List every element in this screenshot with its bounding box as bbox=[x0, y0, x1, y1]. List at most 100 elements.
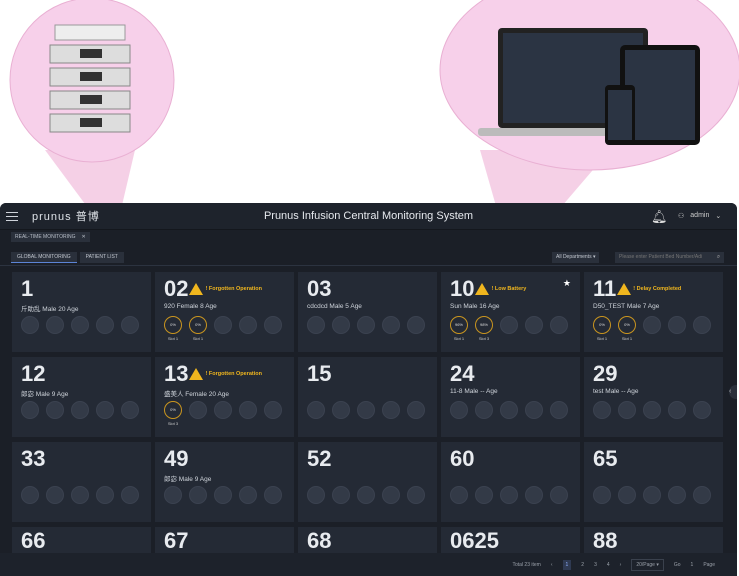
empty-slot-circle bbox=[332, 486, 350, 504]
bed-card[interactable]: 0625 bbox=[441, 527, 580, 553]
bed-card[interactable]: 60 bbox=[441, 442, 580, 522]
empty-slot-circle bbox=[550, 401, 568, 419]
pump-slots bbox=[593, 486, 714, 504]
bed-card[interactable]: 66 bbox=[12, 527, 151, 553]
warning-icon bbox=[189, 283, 204, 295]
goto-page-input[interactable]: 1 bbox=[690, 561, 694, 568]
tab-global-monitoring[interactable]: GLOBAL MONITORING bbox=[11, 252, 77, 263]
search-icon[interactable]: ⌕ bbox=[713, 252, 724, 263]
close-icon[interactable]: ✕ bbox=[81, 234, 86, 240]
pump-slot-empty bbox=[96, 486, 114, 504]
page-size-select[interactable]: 20/Page ▾ bbox=[631, 558, 664, 571]
pump-slots: 96% Slot 1 98% Slot 3 bbox=[450, 316, 571, 341]
pump-slot-active[interactable]: 0% Slot 1 bbox=[189, 316, 207, 341]
pump-slot-empty bbox=[550, 401, 568, 419]
patient-search-input[interactable] bbox=[615, 252, 713, 263]
bed-number: 24 bbox=[450, 361, 475, 386]
empty-slot-circle bbox=[643, 486, 661, 504]
infusion-pump-stack-image bbox=[49, 24, 131, 133]
bed-card[interactable]: 67 bbox=[155, 527, 294, 553]
tab-patient-list[interactable]: PATIENT LIST bbox=[79, 252, 124, 263]
slot-label: Slot 1 bbox=[167, 336, 179, 341]
bed-card[interactable]: 49 郎宓 Male 9 Age bbox=[155, 442, 294, 522]
pump-slot-active[interactable]: 98% Slot 3 bbox=[475, 316, 493, 341]
bed-number: 02 bbox=[164, 276, 189, 301]
empty-slot-circle bbox=[550, 316, 568, 334]
hamburger-menu-icon[interactable] bbox=[6, 211, 18, 221]
pump-slot-active[interactable]: 0% Slot 1 bbox=[593, 316, 611, 341]
patient-info bbox=[307, 388, 428, 397]
pump-slot-active[interactable]: 0% Slot 3 bbox=[164, 401, 182, 426]
collapse-panel-handle[interactable]: ‹ bbox=[729, 385, 737, 399]
empty-slot-circle bbox=[500, 486, 518, 504]
next-page-button[interactable]: › bbox=[619, 561, 622, 568]
bed-card[interactable]: 29 test Male -- Age bbox=[584, 357, 723, 437]
pump-slot-active[interactable]: 0% Slot 1 bbox=[618, 316, 636, 341]
bed-number: 33 bbox=[21, 446, 46, 471]
bed-card[interactable]: 13 ! Forgotten Operation 盛美人 Female 20 Age… bbox=[155, 357, 294, 437]
department-select[interactable]: All Departments ▾ bbox=[552, 252, 600, 263]
pump-slot-active[interactable]: 96% Slot 1 bbox=[450, 316, 468, 341]
empty-slot-circle bbox=[264, 401, 282, 419]
bed-card[interactable]: 24 11-8 Male -- Age bbox=[441, 357, 580, 437]
patient-info bbox=[593, 473, 714, 482]
slot-label: Slot 3 bbox=[478, 336, 490, 341]
bed-card[interactable]: 33 bbox=[12, 442, 151, 522]
bed-card[interactable]: 52 bbox=[298, 442, 437, 522]
pump-slot-empty bbox=[618, 486, 636, 504]
pump-progress-ring: 0% bbox=[593, 316, 611, 334]
bed-card[interactable]: 11 ! Delay Completed D50_TEST Male 7 Age 0%… bbox=[584, 272, 723, 352]
empty-slot-circle bbox=[593, 401, 611, 419]
empty-slot-circle bbox=[668, 316, 686, 334]
bed-card[interactable]: 15 bbox=[298, 357, 437, 437]
empty-slot-circle bbox=[189, 401, 207, 419]
page-2[interactable]: 2 bbox=[581, 561, 585, 568]
empty-slot-circle bbox=[593, 486, 611, 504]
bed-card[interactable]: 03 cdcdcd Male 5 Age bbox=[298, 272, 437, 352]
bed-card[interactable]: 88 bbox=[584, 527, 723, 553]
empty-slot-circle bbox=[239, 316, 257, 334]
prev-page-button[interactable]: ‹ bbox=[550, 561, 553, 568]
pump-slot-empty bbox=[96, 401, 114, 419]
page-label: Page bbox=[703, 561, 715, 568]
empty-slot-circle bbox=[643, 401, 661, 419]
warning-icon bbox=[617, 283, 632, 295]
pump-slot-empty bbox=[239, 316, 257, 341]
callout-cone-left bbox=[45, 150, 135, 215]
bed-card[interactable]: 10 ! Low Battery ★ Sun Male 16 Age 96% Slot 1… bbox=[441, 272, 580, 352]
pump-slots: 0% Slot 3 bbox=[164, 401, 285, 426]
pump-slot-empty bbox=[643, 316, 661, 341]
bed-card[interactable]: 68 bbox=[298, 527, 437, 553]
total-count: Total 23 item bbox=[512, 561, 541, 568]
page-1[interactable]: 1 bbox=[562, 559, 572, 570]
pump-slot-empty bbox=[643, 401, 661, 419]
empty-slot-circle bbox=[618, 401, 636, 419]
empty-slot-circle bbox=[693, 486, 711, 504]
pump-slots bbox=[164, 486, 285, 504]
bed-card[interactable]: 1 斤助乱 Male 20 Age bbox=[12, 272, 151, 352]
pump-slot-empty bbox=[307, 401, 325, 419]
star-icon[interactable]: ★ bbox=[562, 278, 571, 288]
pump-slot-empty bbox=[643, 486, 661, 504]
empty-slot-circle bbox=[643, 316, 661, 334]
page-3[interactable]: 3 bbox=[594, 561, 597, 568]
tab-realtime-monitoring[interactable]: REAL-TIME MONITORING ✕ bbox=[11, 232, 90, 242]
page-4[interactable]: 4 bbox=[606, 561, 610, 568]
empty-slot-circle bbox=[164, 486, 182, 504]
empty-slot-circle bbox=[239, 486, 257, 504]
bed-card[interactable]: 65 bbox=[584, 442, 723, 522]
pump-slot-empty bbox=[593, 401, 611, 419]
bed-card[interactable]: 12 郎宓 Male 9 Age bbox=[12, 357, 151, 437]
user-menu[interactable]: ⚇ admin ⌄ bbox=[678, 212, 721, 220]
department-value: All Departments bbox=[556, 254, 592, 260]
bed-card[interactable]: 02 ! Forgotten Operation 920 Female 8 Age 0… bbox=[155, 272, 294, 352]
pump-slot-empty bbox=[264, 401, 282, 426]
pump-slots bbox=[21, 486, 142, 504]
warning-icon bbox=[189, 368, 204, 380]
bed-number: 13 bbox=[164, 361, 189, 386]
pump-slot-active[interactable]: 0% Slot 1 bbox=[164, 316, 182, 341]
empty-slot-circle bbox=[96, 316, 114, 334]
empty-slot-circle bbox=[121, 316, 139, 334]
bell-icon[interactable]: 🔔︎ bbox=[651, 209, 668, 224]
empty-slot-circle bbox=[475, 486, 493, 504]
